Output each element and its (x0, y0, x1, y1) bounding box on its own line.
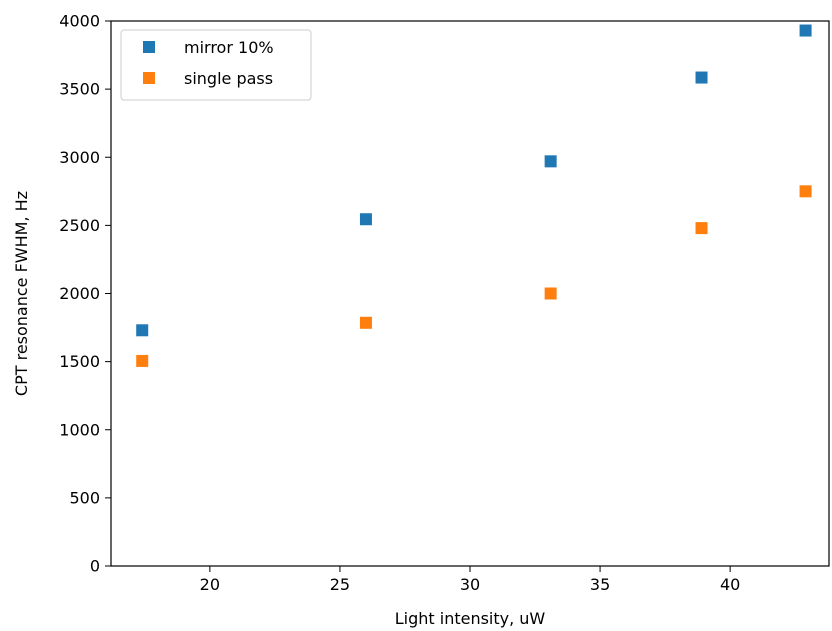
legend-box (120, 29, 312, 101)
x-tick-label: 30 (460, 575, 480, 594)
y-tick-label: 4000 (59, 12, 100, 31)
x-tick-label: 25 (330, 575, 350, 594)
y-tick-label: 0 (90, 557, 100, 576)
y-tick-label: 1500 (59, 352, 100, 371)
x-tick-label: 40 (720, 575, 740, 594)
y-axis-label: CPT resonance FWHM, Hz (12, 191, 31, 396)
x-tick-label: 35 (590, 575, 610, 594)
legend-label: mirror 10% (184, 38, 274, 57)
x-axis-label: Light intensity, uW (395, 609, 546, 628)
data-point (799, 185, 812, 198)
y-tick-label: 1000 (59, 420, 100, 439)
data-point (136, 354, 149, 367)
x-axis: 20 25 30 35 40 (200, 566, 740, 594)
data-point (799, 24, 812, 37)
data-point (544, 155, 557, 168)
y-tick-label: 2000 (59, 284, 100, 303)
data-marks (136, 24, 812, 367)
y-tick-label: 500 (69, 488, 100, 507)
y-tick-label: 2500 (59, 216, 100, 235)
y-tick-label: 3500 (59, 80, 100, 99)
legend-label: single pass (184, 69, 273, 88)
legend-marker (143, 41, 155, 53)
x-tick-label: 20 (200, 575, 220, 594)
data-point (359, 316, 372, 329)
series-1 (136, 24, 812, 337)
data-point (695, 222, 708, 235)
data-point (136, 324, 149, 337)
data-point (359, 213, 372, 226)
data-point (695, 71, 708, 84)
series-2 (136, 185, 812, 367)
legend-marker (143, 72, 155, 84)
legend: mirror 10% single pass (120, 29, 312, 101)
y-axis: 0 500 1000 1500 2000 2500 3000 3500 4000 (59, 12, 111, 576)
data-point (544, 287, 557, 300)
y-tick-label: 3000 (59, 148, 100, 167)
